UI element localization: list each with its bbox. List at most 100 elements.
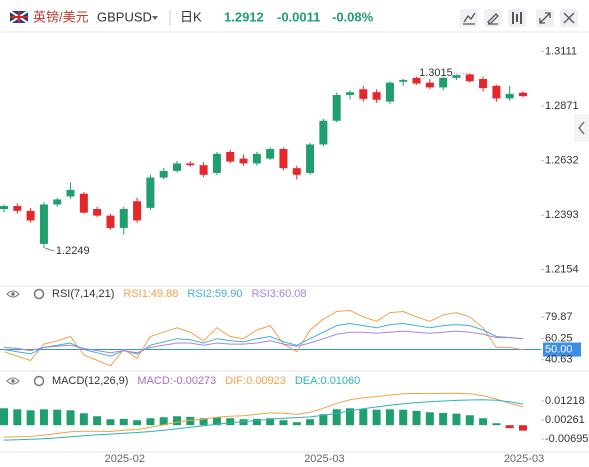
y-tick-label: 1.3111	[545, 45, 577, 57]
histogram-bar	[346, 408, 354, 426]
tool-icon[interactable]	[539, 12, 551, 24]
y-tick-label: 1.2871	[545, 100, 579, 112]
candle-body	[425, 82, 434, 88]
legend-entry: DIF:0.00923	[225, 375, 286, 387]
indicator-line	[3, 399, 524, 441]
annotation: 1.2249	[56, 245, 90, 257]
candle-body	[186, 163, 195, 166]
candle-body	[93, 209, 102, 216]
eye-pupil	[11, 292, 15, 296]
candle-body	[53, 199, 62, 205]
tool-icon[interactable]	[463, 12, 476, 25]
indicator-line	[3, 330, 524, 354]
gear-icon	[33, 375, 45, 387]
tick-highlight	[543, 342, 581, 357]
histogram-bar	[479, 418, 488, 426]
y-tick-label: 0.01218	[545, 395, 585, 407]
candle-body	[159, 170, 168, 178]
candle-body	[119, 209, 128, 228]
candle-body	[106, 215, 115, 228]
candle-body	[173, 163, 181, 171]
flag-icon	[9, 10, 29, 24]
legend-entry: MACD:-0.00273	[137, 375, 216, 387]
candle-body	[319, 120, 328, 145]
toolbar	[460, 9, 578, 27]
histogram-bar	[119, 418, 128, 426]
tool-icon[interactable]	[512, 12, 522, 24]
annotation: 1.3015	[419, 67, 453, 79]
candle-body	[439, 77, 448, 88]
histogram-bar	[53, 409, 62, 426]
candle-body	[465, 74, 474, 82]
candle-body	[13, 206, 22, 211]
candle-body	[266, 149, 275, 159]
candle-body	[39, 204, 48, 244]
candle-body	[0, 206, 8, 210]
histogram-bar	[239, 419, 248, 426]
y-tick-label: 79.87	[545, 311, 573, 323]
candle-body	[306, 144, 315, 173]
candle-body	[372, 92, 381, 100]
eye-pupil	[11, 379, 15, 383]
histogram-bar	[385, 409, 394, 426]
histogram-bar	[519, 425, 527, 431]
candle-body	[252, 153, 261, 164]
y-tick-label: 60.25	[545, 332, 573, 344]
price: 1.2912	[224, 9, 264, 24]
histogram-bar	[266, 418, 275, 426]
candle-body	[505, 93, 514, 99]
histogram-bar	[146, 418, 155, 426]
y-tick-label: 1.2393	[545, 209, 579, 221]
histogram-bar	[26, 410, 35, 426]
y-tick-label: -0.00695	[545, 433, 588, 445]
tool-button[interactable]	[460, 9, 478, 27]
histogram-bar	[173, 416, 181, 426]
candle-body	[332, 94, 341, 121]
candle-body	[292, 168, 301, 175]
tool-icon[interactable]	[563, 12, 575, 24]
y-tick-label: 1.2632	[545, 155, 579, 167]
pair-name[interactable]: 英镑/美元	[33, 9, 89, 24]
candle-body	[146, 177, 155, 208]
candle-body	[212, 153, 221, 173]
x-tick-label: 2025-02	[105, 453, 145, 465]
histogram-bar	[0, 408, 8, 426]
histogram-bar	[93, 416, 102, 426]
histogram-bar	[226, 418, 235, 426]
change: -0.0011	[277, 9, 320, 24]
histogram-bar	[66, 410, 75, 426]
candle-body	[279, 149, 288, 169]
gear-icon	[33, 288, 45, 300]
eye-icon	[6, 290, 20, 298]
histogram-bar	[252, 418, 261, 426]
histogram-bar	[332, 409, 341, 426]
histogram-bar	[439, 412, 448, 426]
candle-body	[412, 77, 421, 84]
histogram-bar	[465, 415, 474, 426]
x-tick-label: 2025-03	[304, 453, 344, 465]
caret[interactable]	[152, 16, 158, 20]
period[interactable]: 日K	[180, 9, 202, 24]
candle-body	[359, 89, 368, 99]
symbol[interactable]: GBPUSD	[97, 9, 152, 24]
candle-body	[346, 92, 354, 95]
side-tab[interactable]	[574, 114, 589, 142]
candle-body	[199, 165, 208, 175]
side-arrow[interactable]	[578, 121, 585, 135]
indicator-title: RSI(7,14,21)	[52, 288, 114, 300]
y-tick-label: 0.00261	[545, 414, 585, 426]
legend-entry: RSI3:60.08	[251, 288, 306, 300]
histogram-bar	[492, 423, 501, 426]
histogram-bar	[186, 416, 195, 426]
candle-body	[399, 79, 408, 82]
tool-icon[interactable]	[487, 13, 499, 25]
candle-body	[239, 158, 248, 164]
histogram-bar	[359, 408, 368, 426]
histogram-bar	[199, 418, 208, 426]
histogram-bar	[39, 409, 48, 426]
candle-body	[479, 79, 488, 89]
eye-icon	[6, 377, 20, 385]
histogram-bar	[133, 420, 142, 426]
